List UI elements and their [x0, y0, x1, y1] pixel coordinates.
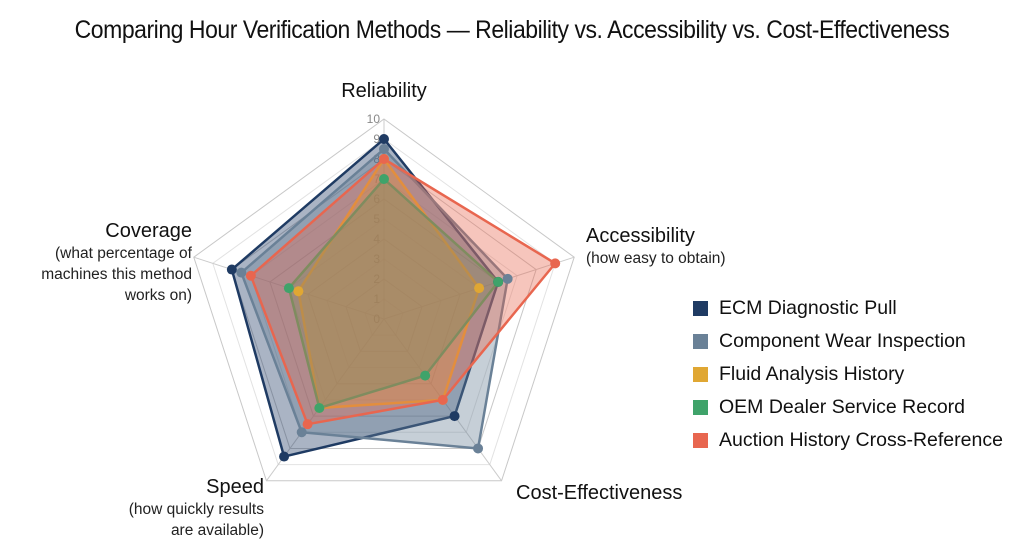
- data-point: [379, 154, 389, 164]
- data-point: [502, 273, 513, 284]
- data-point: [474, 283, 485, 294]
- data-point: [379, 144, 389, 154]
- axis-label: Coverage: [105, 220, 192, 242]
- grid-ring: [345, 278, 423, 352]
- series-area: [287, 177, 500, 410]
- grid-ring: [364, 298, 404, 336]
- legend-item: Fluid Analysis History: [693, 358, 1003, 391]
- tick-label: 3: [373, 252, 380, 266]
- data-point: [296, 427, 307, 438]
- data-point: [279, 451, 290, 462]
- data-point: [302, 419, 313, 430]
- data-point: [493, 276, 504, 287]
- grid-ring: [326, 258, 442, 369]
- axis-label: Speed: [206, 476, 264, 498]
- grid-ring: [212, 138, 556, 466]
- axis-sublabel: are available): [171, 522, 264, 539]
- axis-sublabel: (what percentage of: [55, 245, 193, 262]
- tick-label: 6: [373, 192, 380, 206]
- chart-title: Comparing Hour Verification Methods — Re…: [74, 16, 950, 44]
- legend-swatch: [693, 334, 708, 349]
- data-point: [245, 270, 256, 281]
- data-point: [420, 370, 431, 381]
- legend-label: Fluid Analysis History: [719, 363, 905, 385]
- legend-item: OEM Dealer Service Record: [693, 391, 1003, 424]
- tick-label: 8: [373, 152, 380, 166]
- legend: ECM Diagnostic Pull Component Wear Inspec…: [693, 292, 1003, 457]
- series-area: [230, 137, 500, 458]
- axis-label: Accessibility: [586, 225, 695, 247]
- legend-item: Component Wear Inspection: [693, 325, 1003, 358]
- tick-label: 0: [373, 312, 380, 326]
- data-point: [473, 443, 484, 454]
- grid-ring: [231, 158, 537, 449]
- data-point: [449, 411, 460, 422]
- axis-sublabel: (how quickly results: [129, 501, 264, 518]
- legend-item: Auction History Cross-Reference: [693, 424, 1003, 457]
- tick-label: 2: [373, 272, 380, 286]
- data-point: [283, 283, 294, 294]
- tick-label: 10: [367, 112, 381, 126]
- legend-label: OEM Dealer Service Record: [719, 396, 965, 418]
- data-point: [550, 258, 561, 269]
- legend-label: Component Wear Inspection: [719, 330, 966, 352]
- data-point: [379, 134, 389, 144]
- tick-label: 4: [373, 232, 380, 246]
- legend-swatch: [693, 400, 708, 415]
- data-point: [437, 394, 448, 405]
- axis-sublabel: (how easy to obtain): [586, 250, 726, 267]
- series-area: [249, 157, 557, 426]
- data-point: [379, 174, 389, 184]
- legend-swatch: [693, 301, 708, 316]
- data-point: [293, 286, 304, 297]
- axis-sublabel: works on): [124, 287, 192, 304]
- tick-label: 7: [373, 172, 380, 186]
- axis-sublabel: machines this method: [41, 266, 192, 283]
- grid-ring: [288, 218, 480, 401]
- grid-ring: [269, 198, 499, 417]
- grid-ring: [307, 238, 461, 385]
- tick-label: 5: [373, 212, 380, 226]
- grid-ring: [193, 118, 575, 482]
- data-point: [314, 402, 325, 413]
- series-area: [240, 147, 509, 450]
- legend-item: ECM Diagnostic Pull: [693, 292, 1003, 325]
- tick-label: 9: [373, 132, 380, 146]
- data-point: [226, 264, 237, 275]
- axis-label: Cost-Effectiveness: [516, 482, 682, 504]
- axis-label: Reliability: [341, 80, 427, 102]
- legend-label: ECM Diagnostic Pull: [719, 297, 897, 319]
- data-point: [236, 267, 247, 278]
- legend-label: Auction History Cross-Reference: [719, 429, 1003, 451]
- series-area: [297, 157, 481, 410]
- legend-swatch: [693, 433, 708, 448]
- legend-swatch: [693, 367, 708, 382]
- tick-label: 1: [373, 292, 380, 306]
